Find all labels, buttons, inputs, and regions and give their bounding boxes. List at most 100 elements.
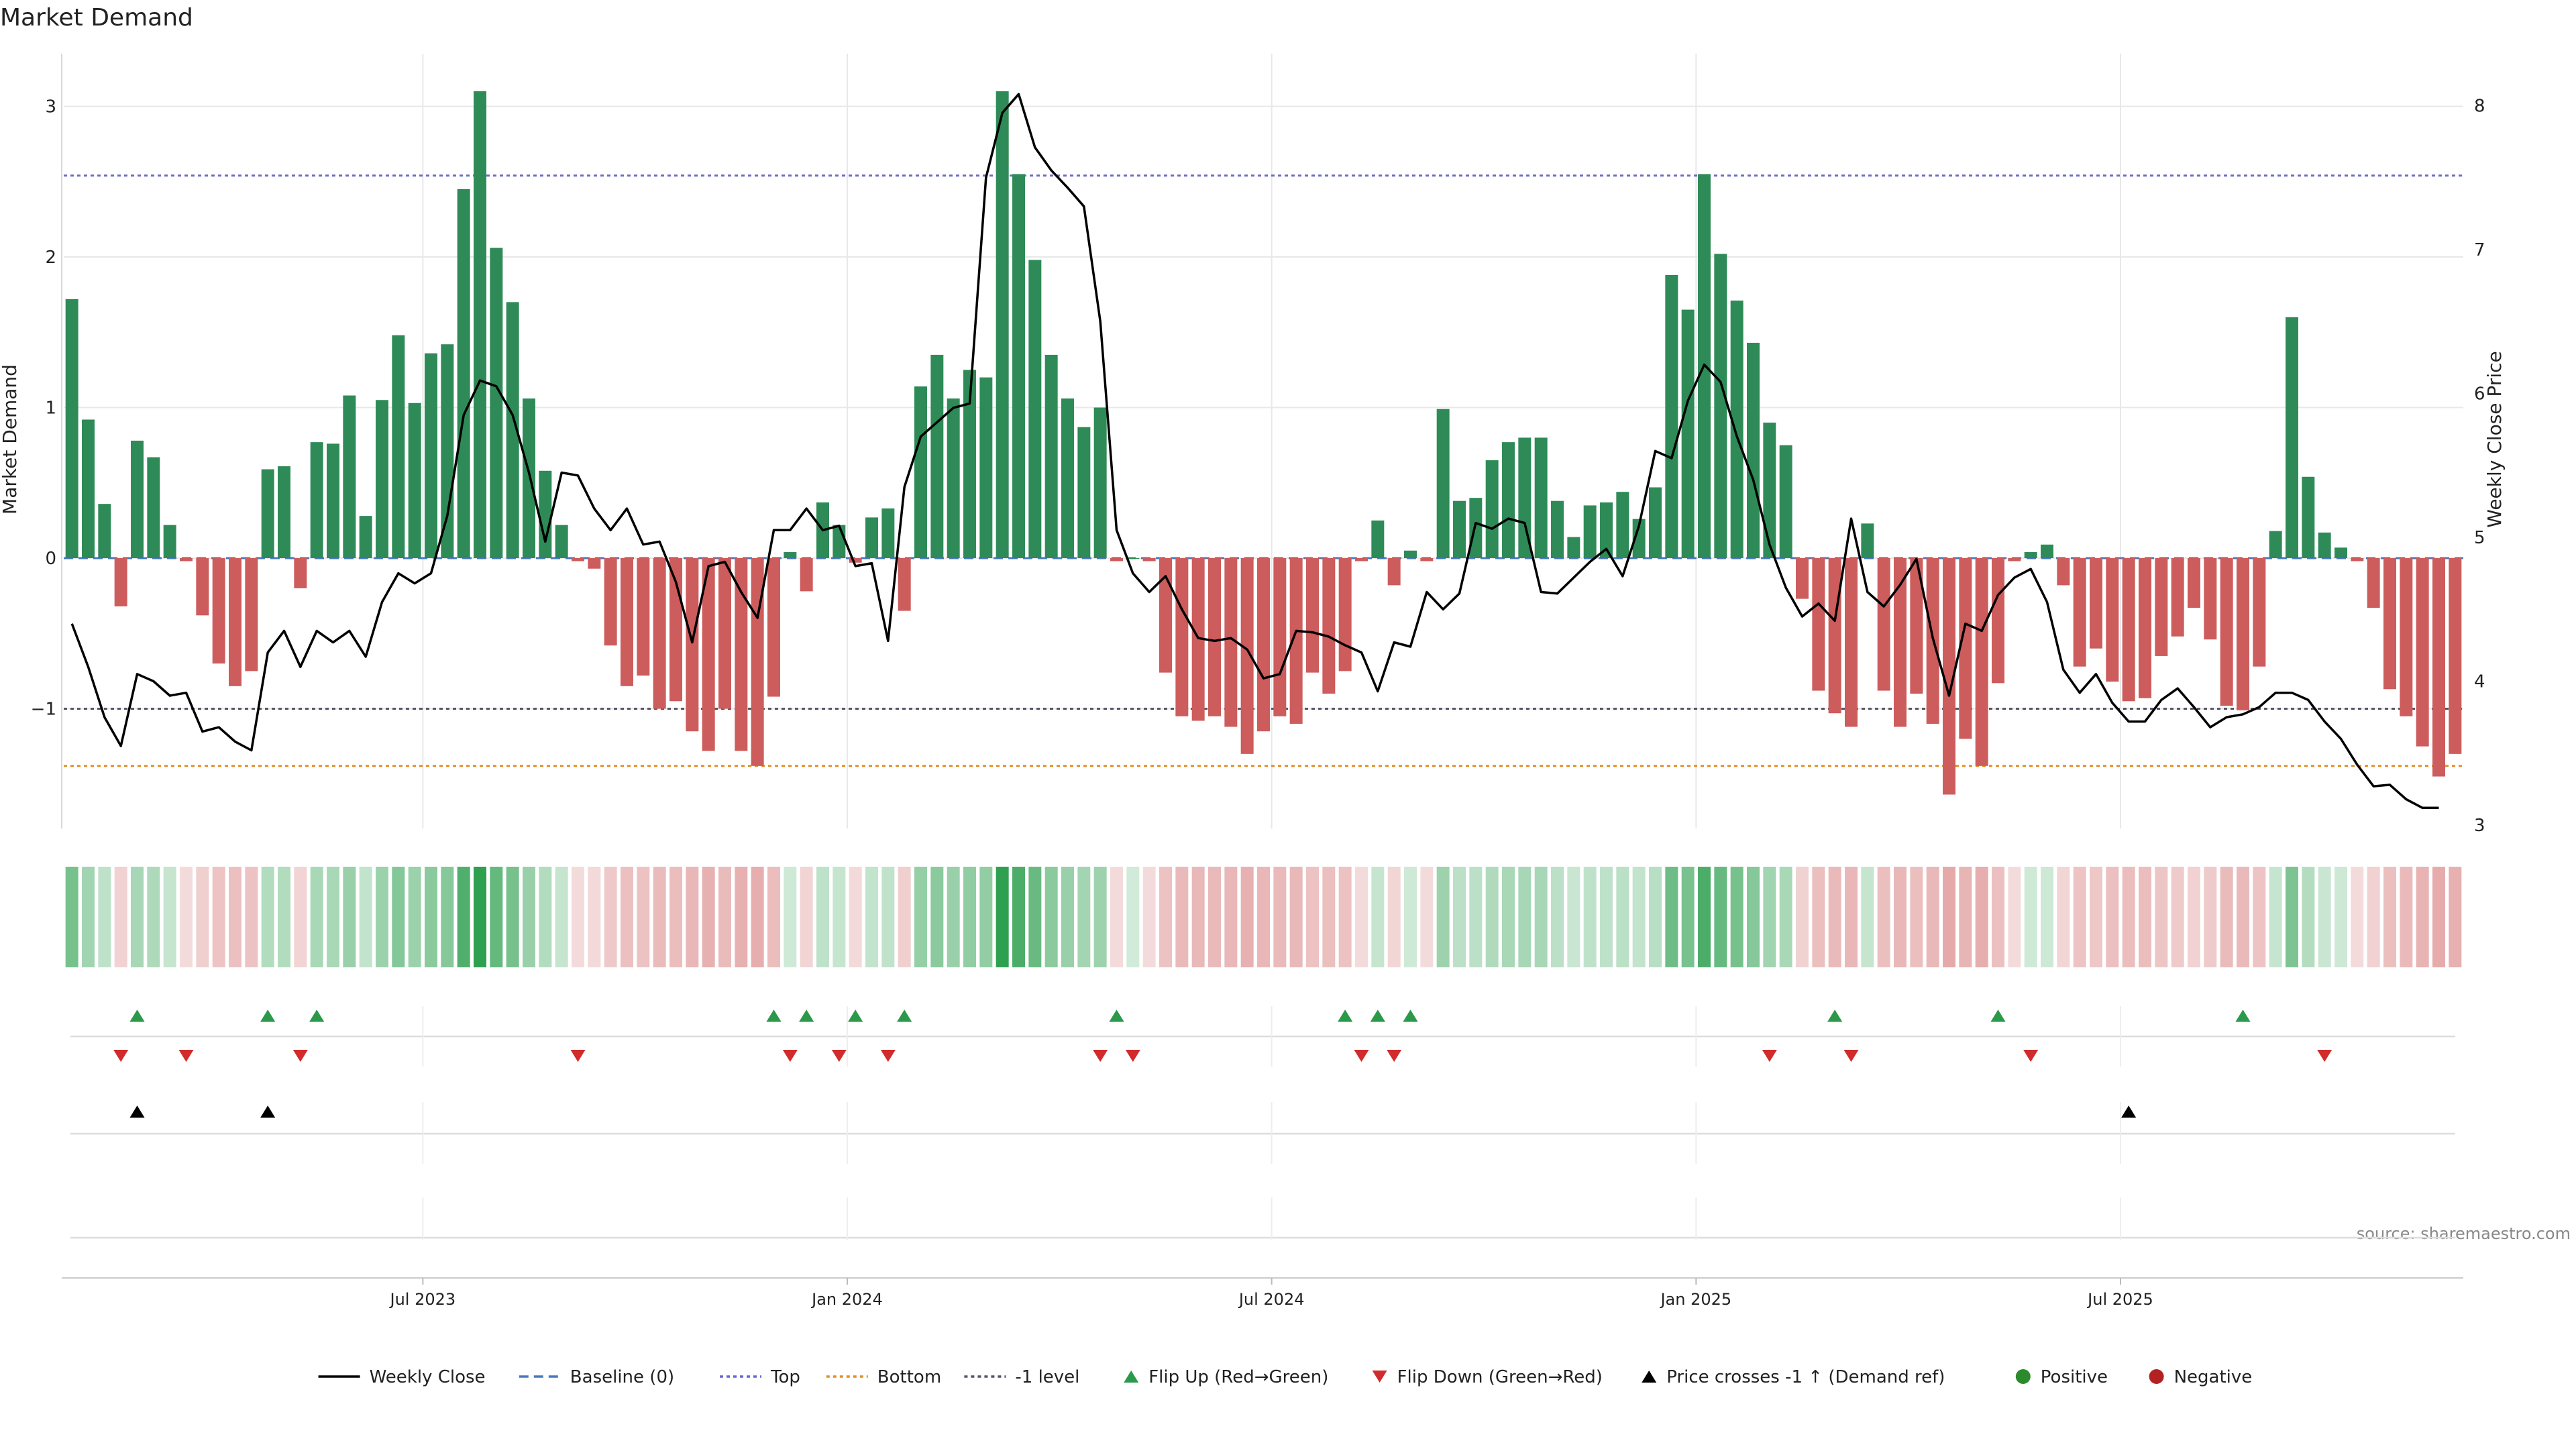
demand-bar bbox=[1175, 558, 1189, 716]
heat-cell bbox=[1355, 867, 1368, 967]
demand-bar bbox=[1959, 558, 1972, 739]
heat-cell bbox=[327, 867, 339, 967]
heat-cell bbox=[2122, 867, 2135, 967]
heat-cell bbox=[1975, 867, 1988, 967]
heat-cell bbox=[653, 867, 666, 967]
heat-cell bbox=[2090, 867, 2102, 967]
flip-up-marker bbox=[799, 1010, 814, 1022]
demand-bar bbox=[2204, 558, 2217, 640]
heat-cell bbox=[2334, 867, 2347, 967]
heat-cell bbox=[1616, 867, 1629, 967]
heat-cell bbox=[1861, 867, 1874, 967]
flip-down-marker bbox=[1125, 1050, 1140, 1062]
flip-markers bbox=[70, 1006, 2455, 1240]
heat-cell bbox=[261, 867, 274, 967]
demand-bar bbox=[392, 335, 405, 558]
y-axis-label: Market Demand bbox=[0, 364, 21, 515]
heat-cell bbox=[1273, 867, 1287, 967]
demand-bar bbox=[1142, 558, 1156, 561]
heat-cell bbox=[1436, 867, 1450, 967]
heat-cell bbox=[1649, 867, 1662, 967]
flip-down-marker bbox=[880, 1050, 896, 1062]
demand-bar bbox=[1012, 174, 1025, 558]
demand-bar bbox=[2008, 558, 2021, 561]
demand-bar bbox=[343, 395, 356, 558]
heat-cell bbox=[2139, 867, 2151, 967]
demand-bar bbox=[441, 344, 454, 558]
x-axis: Jul 2023 Jan 2024 Jul 2024 Jan 2025 Jul 2025 bbox=[62, 1277, 2463, 1309]
heat-cell bbox=[702, 867, 715, 967]
demand-bar bbox=[1567, 537, 1580, 558]
demand-bar bbox=[1632, 519, 1646, 558]
demand-bar bbox=[1730, 301, 1743, 558]
demand-bar bbox=[2302, 476, 2315, 558]
demand-bar bbox=[930, 354, 944, 558]
price-cross-marker bbox=[129, 1106, 145, 1118]
demand-bar bbox=[506, 302, 519, 558]
demand-bar bbox=[408, 402, 421, 558]
heat-cell bbox=[2449, 867, 2462, 967]
y-axis-ticks: 3 2 1 0 −1 bbox=[31, 97, 56, 720]
heat-cell bbox=[979, 867, 993, 967]
heat-cell bbox=[2302, 867, 2315, 967]
heat-cell bbox=[457, 867, 470, 967]
heat-cell bbox=[1404, 867, 1417, 967]
heat-cell bbox=[1698, 867, 1711, 967]
legend-label: Top bbox=[770, 1367, 800, 1387]
demand-bar bbox=[784, 552, 797, 558]
demand-bar bbox=[1845, 558, 1858, 727]
heat-cell bbox=[1387, 867, 1401, 967]
flip-down-marker bbox=[1093, 1050, 1108, 1062]
y-tick-label: 1 bbox=[45, 398, 56, 419]
heat-cell bbox=[898, 867, 911, 967]
heat-cell bbox=[490, 867, 503, 967]
legend-label: Flip Up (Red→Green) bbox=[1148, 1367, 1328, 1387]
demand-bar bbox=[1828, 558, 1841, 714]
heat-cell bbox=[2155, 867, 2168, 967]
heat-cell bbox=[180, 867, 193, 967]
heat-cell bbox=[718, 867, 731, 967]
heat-cell bbox=[1240, 867, 1254, 967]
demand-bar bbox=[2269, 531, 2282, 558]
heat-cell bbox=[767, 867, 780, 967]
heat-cell bbox=[1093, 867, 1107, 967]
heat-cell bbox=[1142, 867, 1156, 967]
demand-bar bbox=[1322, 558, 1336, 694]
heat-cell bbox=[881, 867, 895, 967]
price-line-layer bbox=[70, 93, 2439, 810]
heat-cell bbox=[294, 867, 307, 967]
demand-bar bbox=[212, 558, 225, 664]
demand-bar bbox=[1485, 460, 1499, 558]
heat-cell bbox=[1714, 867, 1727, 967]
demand-bar bbox=[359, 516, 372, 558]
demand-bar bbox=[2400, 558, 2413, 716]
y2-tick-label: 4 bbox=[2474, 672, 2485, 692]
demand-bar bbox=[1159, 558, 1172, 673]
heat-cell bbox=[2269, 867, 2282, 967]
y-tick-label: 0 bbox=[45, 549, 56, 569]
heat-cell bbox=[245, 867, 258, 967]
demand-bar bbox=[1387, 558, 1401, 586]
heat-cell bbox=[1779, 867, 1792, 967]
heat-cell bbox=[833, 867, 846, 967]
demand-bar bbox=[1028, 260, 1042, 558]
demand-bar bbox=[180, 558, 193, 561]
demand-bar bbox=[686, 558, 699, 732]
heat-cell bbox=[196, 867, 209, 967]
demand-bar bbox=[2041, 544, 2053, 558]
heat-cell bbox=[506, 867, 519, 967]
demand-bar bbox=[163, 525, 176, 558]
demand-bar bbox=[196, 558, 209, 616]
heat-cell bbox=[1600, 867, 1613, 967]
heat-cell bbox=[1894, 867, 1907, 967]
demand-bar bbox=[1289, 558, 1303, 724]
source-note: source: sharemaestro.com bbox=[2357, 1224, 2571, 1243]
heat-cell bbox=[2367, 867, 2380, 967]
y2-tick-label: 5 bbox=[2474, 528, 2485, 548]
heat-cell bbox=[963, 867, 976, 967]
y-tick-label: 2 bbox=[45, 248, 56, 268]
demand-bar bbox=[979, 377, 993, 558]
demand-bar bbox=[114, 558, 127, 606]
demand-bar bbox=[147, 457, 160, 558]
heat-cell bbox=[474, 867, 486, 967]
